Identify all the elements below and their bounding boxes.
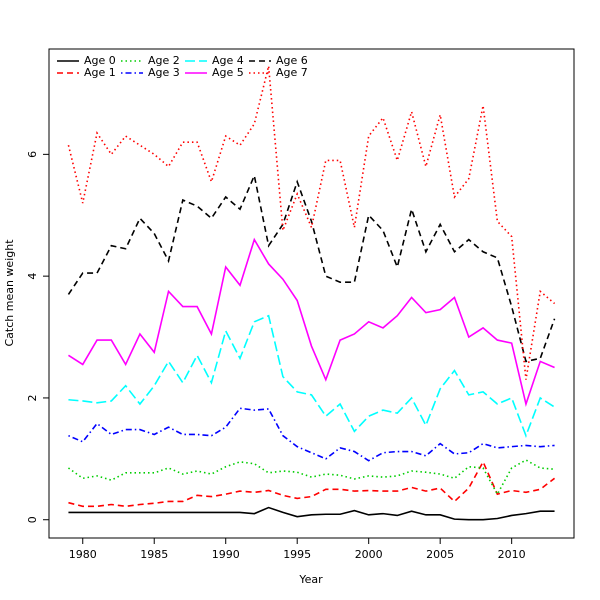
x-axis-label: Year [298, 573, 323, 586]
series-line [68, 460, 556, 508]
legend-label: Age 6 [276, 54, 308, 67]
legend-label: Age 1 [84, 66, 116, 79]
x-tick-label: 2005 [426, 548, 454, 561]
legend-label: Age 3 [148, 66, 180, 79]
series-line [67, 459, 555, 496]
x-tick-label: 1985 [140, 548, 168, 561]
legend-label: Age 7 [276, 66, 308, 79]
series-line [68, 237, 555, 407]
series-line [68, 506, 555, 521]
y-tick-label: 6 [26, 151, 39, 158]
x-tick-label: 2010 [498, 548, 526, 561]
legend-label: Age 2 [148, 54, 180, 67]
legend-label: Age 0 [84, 54, 116, 67]
y-tick-label: 4 [26, 273, 39, 280]
x-tick-label: 1980 [69, 548, 97, 561]
x-tick-label: 2000 [355, 548, 383, 561]
plot-box [48, 48, 575, 539]
y-axis-label: Catch mean weight [3, 239, 16, 347]
series-line [68, 314, 555, 438]
series-line [67, 172, 556, 363]
legend-label: Age 4 [212, 54, 244, 67]
y-tick-label: 0 [26, 516, 39, 523]
x-tick-label: 1995 [283, 548, 311, 561]
x-tick-label: 1990 [212, 548, 240, 561]
y-tick-label: 2 [26, 394, 39, 401]
series-line [67, 65, 556, 380]
legend-label: Age 5 [212, 66, 244, 79]
